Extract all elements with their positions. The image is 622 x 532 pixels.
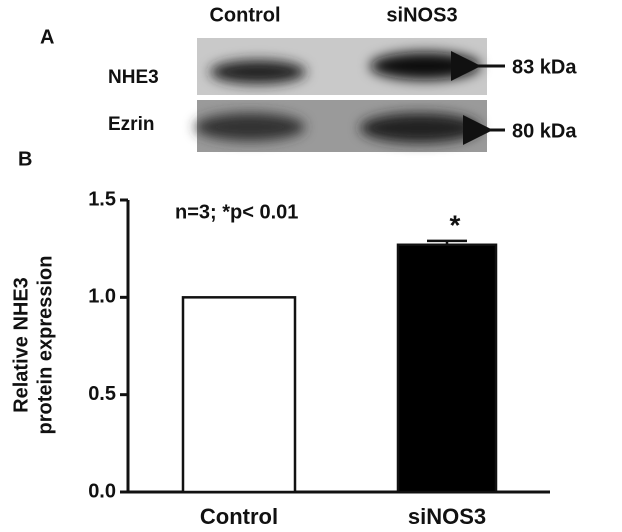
blot-image xyxy=(195,38,487,152)
x-tick-label: Control xyxy=(200,504,278,529)
y-axis-label: Relative NHE3 xyxy=(10,277,32,413)
y-tick-label: 1.5 xyxy=(88,188,116,210)
y-tick-label: 0.0 xyxy=(88,480,116,502)
y-tick-label: 0.5 xyxy=(88,383,116,405)
row-label: NHE3 xyxy=(108,67,159,88)
size-label: 80 kDa xyxy=(512,120,577,142)
y-tick-label: 1.0 xyxy=(88,286,116,308)
bar xyxy=(396,243,498,494)
significance-marker: * xyxy=(450,209,461,240)
panel-label: A xyxy=(40,26,54,48)
error-bar xyxy=(427,239,467,245)
size-label: 83 kDa xyxy=(512,56,577,78)
panel-label: B xyxy=(18,148,32,170)
lane-label: siNOS3 xyxy=(386,4,457,26)
lane-label: Control xyxy=(209,4,280,26)
y-axis-label: protein expression xyxy=(34,256,56,435)
bar xyxy=(181,296,297,494)
row-label: Ezrin xyxy=(108,114,154,135)
x-tick-label: siNOS3 xyxy=(408,504,486,529)
annotation: n=3; *p< 0.01 xyxy=(175,201,298,223)
